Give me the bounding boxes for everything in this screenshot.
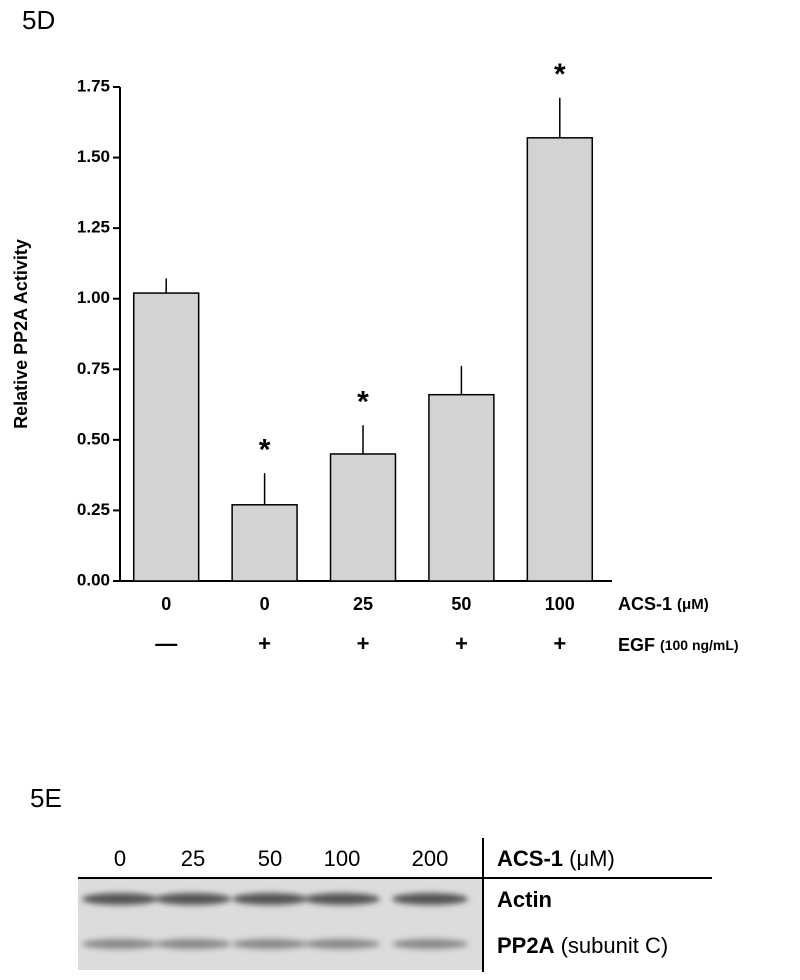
y-tick-label: 0.25 xyxy=(77,500,110,519)
x-tick-label: 0 xyxy=(260,594,270,614)
row-detail: (subunit C) xyxy=(561,933,669,958)
band-pp2a xyxy=(82,939,158,949)
y-tick-label: 0.75 xyxy=(77,359,110,378)
band-actin xyxy=(82,893,158,905)
lane-label: 200 xyxy=(412,846,449,871)
row-unit: (100 ng/mL) xyxy=(660,637,739,653)
band-actin xyxy=(304,893,380,905)
x-row-label: EGF (100 ng/mL) xyxy=(618,635,739,655)
bar xyxy=(526,137,594,582)
significance-mark: * xyxy=(259,434,271,467)
row-name: ACS-1 xyxy=(618,594,672,614)
x-tick-label: 25 xyxy=(353,594,373,614)
y-axis-label: Relative PP2A Activity xyxy=(11,239,31,429)
bar xyxy=(132,292,200,582)
bar xyxy=(231,504,298,582)
x-tick-label: 50 xyxy=(451,594,471,614)
y-tick-label: 0.50 xyxy=(77,429,110,448)
header-unit: (μM) xyxy=(569,846,615,871)
lane-label: 0 xyxy=(114,846,126,871)
lane-label: 50 xyxy=(258,846,282,871)
x-tick-label: — xyxy=(155,631,177,656)
x-tick-label: + xyxy=(258,631,271,656)
x-row-label: ACS-1 (μM) xyxy=(618,594,709,614)
row-label: Actin xyxy=(497,887,552,912)
x-tick-label: 0 xyxy=(161,594,171,614)
x-tick-label: + xyxy=(357,631,370,656)
significance-mark: * xyxy=(357,386,369,419)
lane-label: 100 xyxy=(324,846,361,871)
blot-image xyxy=(78,878,483,970)
row-unit: (μM) xyxy=(677,596,709,613)
row-name: EGF xyxy=(618,635,655,655)
row-label: PP2A (subunit C) xyxy=(497,933,668,958)
lane-label: 25 xyxy=(181,846,205,871)
y-tick-label: 1.75 xyxy=(77,76,110,95)
y-tick-label: 0.00 xyxy=(77,570,110,589)
band-pp2a xyxy=(155,939,231,949)
header-name: ACS-1 xyxy=(497,846,563,871)
bar xyxy=(329,453,397,582)
band-actin xyxy=(155,893,231,905)
band-pp2a xyxy=(304,939,380,949)
x-tick-label: 100 xyxy=(545,594,575,614)
bar-chart: 0.00 0.25 0.50 0.75 1.00 1.25 1.50 1.75 0 — 0 + * 25 +… xyxy=(77,58,612,656)
band-pp2a xyxy=(232,939,308,949)
y-tick-label: 1.25 xyxy=(77,218,110,237)
significance-mark: * xyxy=(554,58,566,91)
band-actin xyxy=(392,893,468,905)
band-actin xyxy=(232,893,308,905)
row-name: PP2A xyxy=(497,933,555,958)
band-pp2a xyxy=(392,939,468,949)
x-tick-label: + xyxy=(553,631,566,656)
panel-label: 5E xyxy=(30,783,62,813)
panel-label: 5D xyxy=(22,5,55,35)
x-tick-label: + xyxy=(455,631,468,656)
y-tick-label: 1.50 xyxy=(77,147,110,166)
bar xyxy=(428,393,495,582)
blot-bands xyxy=(82,893,468,949)
y-tick-label: 1.00 xyxy=(77,288,110,307)
lane-labels: 0 25 50 100 200 xyxy=(114,846,448,871)
blot-header: ACS-1 (μM) xyxy=(497,846,615,871)
